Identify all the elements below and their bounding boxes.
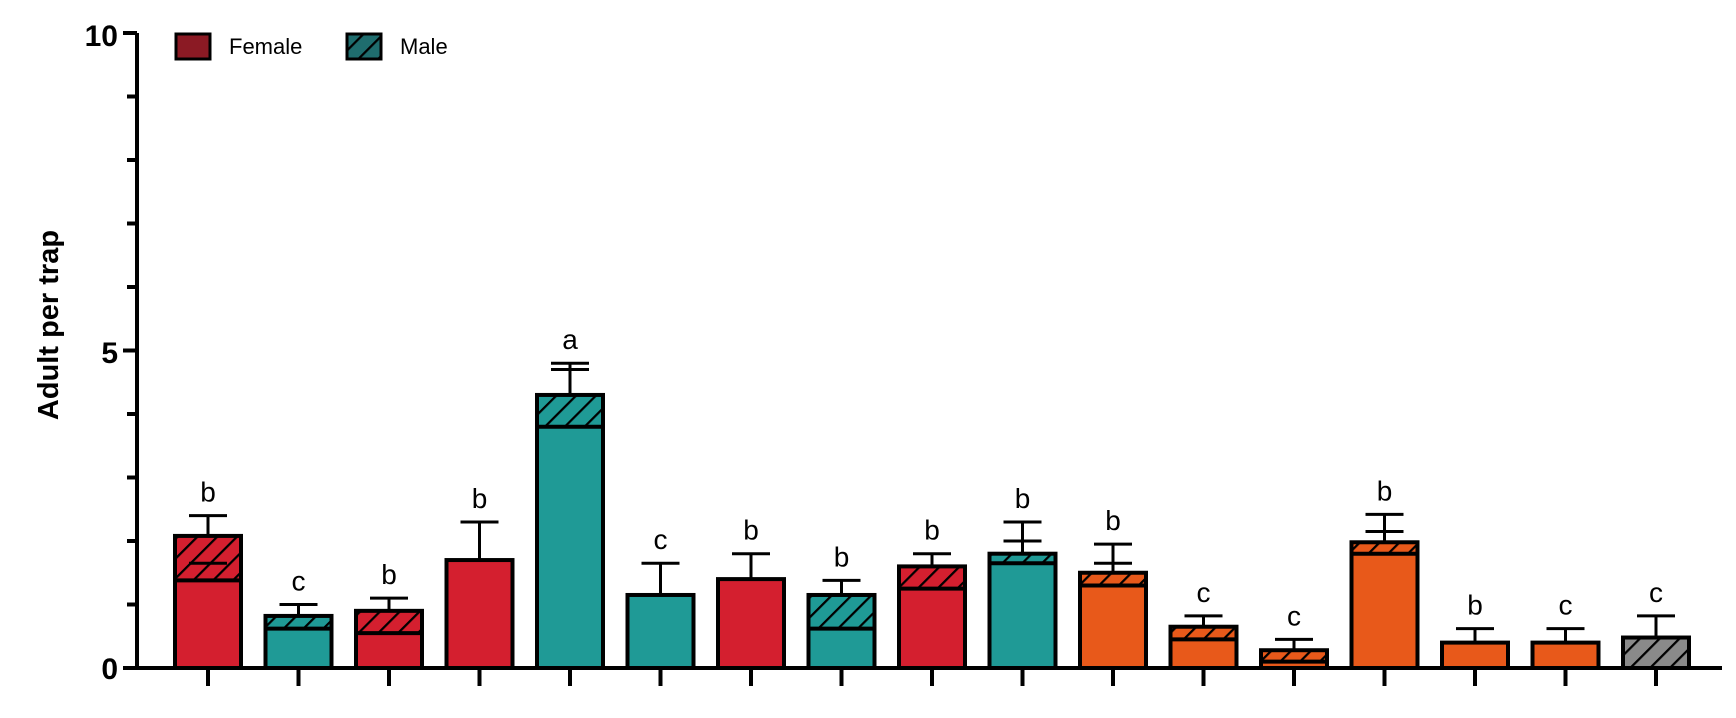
significance-letter: b xyxy=(472,483,488,514)
legend-label-male: Male xyxy=(400,34,448,59)
y-axis-label: Adult per trap xyxy=(33,230,65,420)
significance-letter: a xyxy=(562,324,578,355)
bar-female-segment xyxy=(899,588,965,668)
bar-male-hatch xyxy=(537,394,603,427)
bar-male-hatch xyxy=(989,553,1056,564)
bar-male-hatch xyxy=(808,594,875,629)
legend-swatch-male-hatch xyxy=(345,32,383,61)
significance-letter: c xyxy=(654,524,668,555)
significance-letter: b xyxy=(743,515,759,546)
bar-female-segment xyxy=(1261,661,1327,668)
significance-letters: b c b b a c b b b b b c c b b c c xyxy=(200,324,1663,631)
significance-letter: b xyxy=(1105,505,1121,536)
significance-letter: b xyxy=(924,515,940,546)
significance-letter: b xyxy=(200,477,216,508)
bar-female-segment xyxy=(989,563,1056,668)
bar-female-segment xyxy=(446,560,513,668)
bar-female-segment xyxy=(1351,553,1418,668)
bar-female-segment xyxy=(356,633,422,668)
significance-letter: c xyxy=(1559,590,1573,621)
bar-female-segment xyxy=(175,580,241,668)
significance-letter: b xyxy=(1467,590,1483,621)
significance-letter: b xyxy=(381,559,397,590)
significance-letter: b xyxy=(1377,475,1393,506)
bar-male-hatch xyxy=(265,615,332,629)
bar-female-segment xyxy=(265,628,332,668)
legend-label-female: Female xyxy=(229,34,302,59)
bar-female-segment xyxy=(627,594,694,668)
bar-female-segment xyxy=(1170,639,1237,668)
axis-ticks xyxy=(123,31,1658,686)
bar-female-segment xyxy=(718,579,784,668)
significance-letter: b xyxy=(834,541,850,572)
bars xyxy=(173,392,1691,671)
significance-letter: b xyxy=(1015,483,1031,514)
significance-letter: c xyxy=(1197,577,1211,608)
bar-male-hatch xyxy=(1080,572,1146,586)
bar-male-hatch xyxy=(1261,650,1327,662)
legend: Female Male xyxy=(174,32,448,61)
bar-female-segment xyxy=(1532,642,1599,668)
significance-letter: c xyxy=(1649,577,1663,608)
significance-letter: c xyxy=(292,566,306,597)
bar-female-segment xyxy=(1080,585,1146,668)
bar-male-hatch xyxy=(899,566,965,589)
y-tick-label-10: 10 xyxy=(85,20,118,53)
bar-male-hatch xyxy=(1351,542,1418,554)
bar-male-hatch xyxy=(1623,637,1689,668)
legend-swatch-female xyxy=(174,32,212,61)
bar-male-hatch xyxy=(356,610,422,634)
bar-female-segment xyxy=(808,628,875,668)
bar-female-segment xyxy=(1442,642,1508,668)
bar-male-hatch xyxy=(1170,626,1237,640)
error-bars xyxy=(189,361,1675,651)
bar-male-hatch xyxy=(175,535,241,581)
bar-female-segment xyxy=(537,426,603,668)
y-tick-label-0: 0 xyxy=(101,653,118,686)
y-tick-label-5: 5 xyxy=(101,337,118,370)
significance-letter: c xyxy=(1287,600,1301,631)
